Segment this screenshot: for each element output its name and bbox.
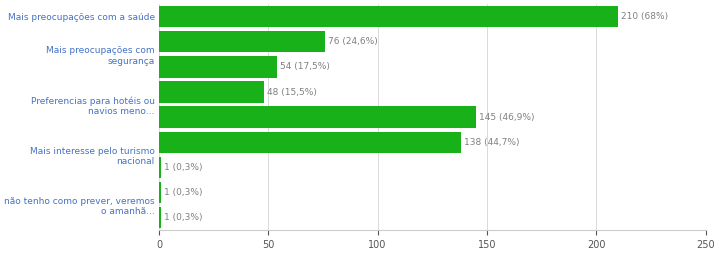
Bar (159, 6, 618, 27)
Text: 138 (44,7%): 138 (44,7%) (464, 138, 519, 147)
Text: 210 (68%): 210 (68%) (621, 12, 669, 21)
Text: 145 (46,9%): 145 (46,9%) (480, 113, 535, 122)
Bar (159, 106, 476, 128)
Text: 1 (0,3%): 1 (0,3%) (165, 213, 203, 222)
Bar (159, 81, 264, 103)
Text: 1 (0,3%): 1 (0,3%) (165, 163, 203, 172)
Bar (159, 207, 161, 228)
Text: 48 (15,5%): 48 (15,5%) (267, 88, 317, 97)
Text: 76 (24,6%): 76 (24,6%) (329, 37, 378, 46)
Text: 1 (0,3%): 1 (0,3%) (165, 188, 203, 197)
Text: 54 (17,5%): 54 (17,5%) (280, 62, 330, 71)
Bar (159, 182, 161, 203)
Bar (159, 31, 325, 53)
Bar (159, 56, 277, 78)
Bar (159, 157, 161, 178)
Bar (159, 132, 461, 153)
